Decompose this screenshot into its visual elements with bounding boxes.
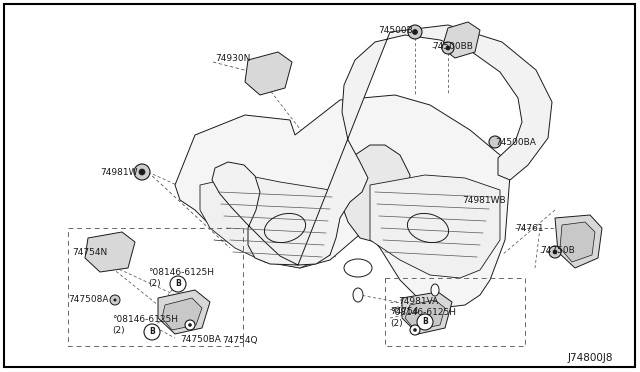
Text: °08146-6125H
(2): °08146-6125H (2) <box>390 308 456 328</box>
Text: J74800J8: J74800J8 <box>568 353 614 363</box>
Text: °08146-6125H
(2): °08146-6125H (2) <box>148 268 214 288</box>
Bar <box>385 278 525 346</box>
Polygon shape <box>405 300 445 330</box>
Circle shape <box>417 314 433 330</box>
Polygon shape <box>555 215 602 268</box>
Polygon shape <box>158 290 210 334</box>
Text: 74761: 74761 <box>515 224 543 232</box>
Circle shape <box>446 46 450 50</box>
Circle shape <box>134 164 150 180</box>
Polygon shape <box>162 298 202 330</box>
Polygon shape <box>560 222 595 262</box>
Text: 74754N: 74754N <box>72 247 108 257</box>
Polygon shape <box>370 175 500 278</box>
Circle shape <box>413 328 417 332</box>
Circle shape <box>489 136 501 148</box>
Circle shape <box>113 298 116 301</box>
Text: 74500BB: 74500BB <box>432 42 473 51</box>
Text: °08146-6125H
(2): °08146-6125H (2) <box>112 315 178 335</box>
Polygon shape <box>245 52 292 95</box>
Text: 747508A: 747508A <box>68 295 109 305</box>
Text: 74500BA: 74500BA <box>495 138 536 147</box>
Text: B: B <box>422 317 428 327</box>
Polygon shape <box>200 175 330 268</box>
Text: 74754: 74754 <box>390 308 419 317</box>
Circle shape <box>442 42 454 54</box>
Ellipse shape <box>353 288 363 302</box>
Text: 74500B: 74500B <box>378 26 413 35</box>
Polygon shape <box>212 25 552 265</box>
Circle shape <box>139 169 145 175</box>
Text: B: B <box>149 327 155 337</box>
Circle shape <box>170 276 186 292</box>
Text: 74981W: 74981W <box>100 167 138 176</box>
Polygon shape <box>442 22 480 58</box>
Text: 74981WB: 74981WB <box>462 196 506 205</box>
Bar <box>68 228 243 346</box>
Polygon shape <box>340 145 410 242</box>
Ellipse shape <box>431 284 439 296</box>
Circle shape <box>185 320 195 330</box>
Text: 74750BA: 74750BA <box>180 336 221 344</box>
Text: 74981VA: 74981VA <box>398 298 438 307</box>
Circle shape <box>413 29 417 35</box>
Text: B: B <box>175 279 181 289</box>
Polygon shape <box>175 95 510 308</box>
Circle shape <box>410 325 420 335</box>
Circle shape <box>549 246 561 258</box>
Text: 74930N: 74930N <box>215 54 250 62</box>
Polygon shape <box>85 232 135 272</box>
Circle shape <box>188 323 192 327</box>
Text: 74750B: 74750B <box>540 246 575 254</box>
Circle shape <box>110 295 120 305</box>
Circle shape <box>408 25 422 39</box>
Text: 74754Q: 74754Q <box>222 336 257 344</box>
Circle shape <box>553 250 557 254</box>
Polygon shape <box>402 292 452 334</box>
Circle shape <box>144 324 160 340</box>
